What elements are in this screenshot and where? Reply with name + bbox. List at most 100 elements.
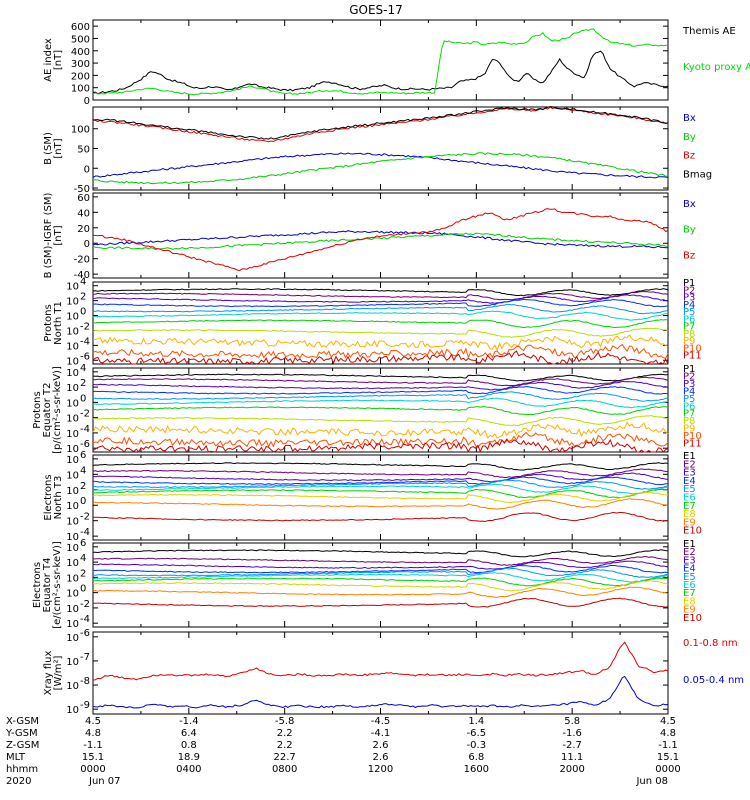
y-tick-label: 10 (66, 705, 79, 716)
series-line-p7 (92, 406, 669, 416)
series-line-e5 (92, 479, 669, 490)
x-axis-value: 0.8 (181, 740, 197, 751)
x-axis-value: 0000 (80, 764, 105, 775)
panel-3: 60 40 20 0 -20 -40 B (SM)-IGRF (SM) [nT] Bx By Bz (43, 192, 696, 281)
x-axis-value: -1.1 (83, 740, 103, 751)
legend-entry: 0.05-0.4 nm (683, 675, 744, 686)
legend-entry: P3 (683, 379, 695, 390)
x-axis-value: 18.9 (178, 752, 200, 763)
legend-entry: P10 (683, 431, 702, 442)
x-axis-value: 15.1 (657, 752, 679, 763)
legend-entry: P3 (683, 293, 695, 304)
legend-entry: P1 (683, 364, 695, 375)
panel-frame (92, 19, 669, 101)
y-axis-label: Protons (32, 391, 43, 428)
y-tick-exponent: -6 (80, 351, 90, 362)
legend-entry: By (683, 225, 696, 236)
y-tick-label: 40 (77, 208, 90, 219)
y-tick-label: 10 (66, 297, 79, 308)
legend-entry: P9 (683, 336, 695, 347)
panel-frame (92, 192, 669, 279)
series-line-e5 (93, 567, 669, 578)
y-tick-exponent: -2 (80, 321, 90, 332)
x-axis-value: Jun 08 (635, 776, 668, 787)
x-axis-row-label: 2020 (6, 776, 31, 787)
y-tick-exponent: -7 (80, 652, 90, 663)
series-line-e10 (92, 511, 668, 523)
legend-entry: Bx (683, 113, 696, 124)
series-line-p5 (92, 391, 669, 402)
series-line-p5 (92, 303, 669, 315)
legend-entry: P2 (683, 371, 695, 382)
series-line-0-1-0-8-nm (92, 641, 669, 681)
x-axis-value: Jun 07 (88, 776, 121, 787)
y-tick-label: 300 (71, 59, 90, 70)
legend-entry: E9 (683, 517, 696, 528)
legend-entry: P1 (683, 278, 695, 289)
x-axis-value: 5.8 (564, 716, 580, 727)
panel-frame (92, 367, 669, 453)
legend-entry: Bx (683, 199, 696, 210)
y-tick-label: 10 (66, 455, 79, 466)
y-tick-exponent: 6 (80, 450, 86, 461)
y-tick-label: 500 (71, 34, 90, 45)
y-axis-label: North T3 (53, 476, 64, 520)
y-tick-label: 10 (66, 282, 79, 293)
legend-entry: E1 (683, 451, 696, 462)
y-tick-label: 100 (71, 125, 90, 136)
x-axis-value: -2.7 (562, 740, 582, 751)
legend-entry: P6 (683, 314, 695, 325)
legend-entry: P5 (683, 394, 695, 405)
x-axis-value: 0000 (655, 764, 680, 775)
legend-entry: E6 (683, 493, 696, 504)
y-tick-exponent: -8 (80, 676, 90, 687)
legend-entry: Themis AE (682, 26, 736, 37)
series-line-e1 (92, 462, 669, 471)
y-axis-label: Equator T2 (42, 383, 53, 438)
series-line-by (92, 152, 669, 185)
series-line-0-05-0-4-nm (92, 675, 669, 709)
y-tick-exponent: -6 (80, 439, 90, 450)
y-tick-label: 0 (84, 164, 90, 175)
series-line-e1 (92, 549, 669, 558)
legend-entry: E10 (683, 526, 702, 537)
y-tick-label: 200 (71, 71, 90, 82)
y-tick-label: 10 (66, 414, 79, 425)
series-line-e8 (92, 580, 669, 592)
legend-entry: E6 (683, 580, 696, 591)
series-line-e6 (92, 572, 669, 583)
y-axis-label: [nT] (53, 50, 64, 70)
y-axis-label: [p/(cm²-s-sr-keV)] (52, 366, 63, 454)
y-tick-label: 10 (66, 558, 79, 569)
y-axis-label: Protons (43, 304, 54, 341)
x-axis-value: 2.6 (373, 740, 389, 751)
y-tick-exponent: -4 (80, 614, 90, 625)
x-axis-value: 1600 (464, 764, 489, 775)
y-tick-label: 10 (66, 326, 79, 337)
series-line-e7 (92, 488, 669, 499)
y-tick-exponent: 0 (80, 584, 86, 595)
figure-title: GOES-17 (349, 3, 403, 17)
x-axis-value: 1.4 (468, 716, 484, 727)
series-line-e4 (92, 565, 669, 574)
series-line-e7 (92, 577, 669, 587)
y-tick-exponent: 0 (80, 496, 86, 507)
x-axis-value: 2.6 (373, 752, 389, 763)
y-tick-label: 10 (66, 589, 79, 600)
legend-entry: E9 (683, 605, 696, 616)
y-tick-label: 10 (66, 573, 79, 584)
x-axis-value: -1.1 (658, 740, 678, 751)
y-tick-exponent: 4 (80, 363, 86, 374)
panel-frame (92, 106, 669, 191)
y-axis-label: Electrons (32, 562, 43, 608)
x-axis-value: -5.8 (275, 716, 295, 727)
y-tick-label: 50 (77, 145, 90, 156)
x-axis-row-label: X-GSM (6, 716, 39, 727)
y-tick-exponent: 0 (80, 393, 86, 404)
legend-entry: E2 (683, 459, 696, 470)
y-axis-label: [nT] (53, 138, 64, 158)
legend-entry: P5 (683, 307, 695, 318)
